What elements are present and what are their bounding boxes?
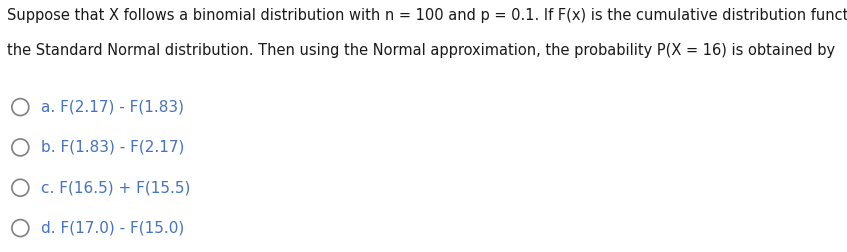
Text: a. F(2.17) - F(1.83): a. F(2.17) - F(1.83) (41, 100, 184, 115)
Text: c. F(16.5) + F(15.5): c. F(16.5) + F(15.5) (41, 180, 190, 195)
Text: d. F(17.0) - F(15.0): d. F(17.0) - F(15.0) (41, 220, 184, 236)
Text: Suppose that X follows a binomial distribution with n = 100 and p = 0.1. If F(x): Suppose that X follows a binomial distri… (7, 8, 847, 23)
Text: the Standard Normal distribution. Then using the Normal approximation, the proba: the Standard Normal distribution. Then u… (7, 43, 835, 58)
Text: b. F(1.83) - F(2.17): b. F(1.83) - F(2.17) (41, 140, 184, 155)
